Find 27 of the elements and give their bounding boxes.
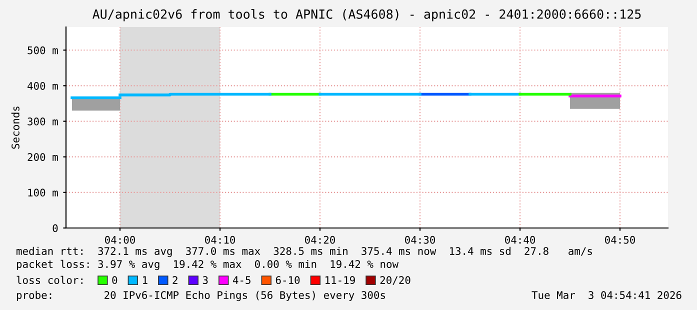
legend-label: 11-19	[326, 276, 355, 284]
legend-title: loss color:	[16, 276, 82, 284]
text: Tue Mar 3 04:54:41 2026	[532, 291, 682, 300]
y-tick-label: 200 m	[28, 153, 58, 161]
text: packet loss: 3.97 % avg 19.42 % max 0.00 % min 19.42 % now	[16, 260, 399, 270]
x-tick-label: 04:00	[105, 236, 136, 244]
legend-label: 20/20	[380, 276, 410, 285]
y-tick-label: 500 m	[28, 46, 58, 54]
x-tick-label: 04:20	[304, 236, 335, 244]
x-tick-label: 04:50	[605, 236, 635, 244]
y-tick-label: 300 m	[28, 118, 58, 126]
legend-label: 0	[112, 276, 118, 284]
x-tick-label: 04:40	[505, 236, 536, 244]
x-tick-label: 04:30	[405, 236, 436, 244]
text: probe: 20 IPv6-ICMP Echo Pings (56 Bytes) every 300s	[16, 290, 385, 302]
legend-label: 3	[202, 276, 208, 284]
legend-label: 4-5	[232, 276, 250, 284]
text: median rtt: 372.1 ms avg 377.0 ms max 328.5 ms min 375.4 ms now 13.4 ms sd 27.8 am/s	[16, 246, 592, 258]
legend-label: 1	[143, 276, 148, 284]
legend-label: 2	[172, 276, 178, 284]
y-tick-label: 400 m	[28, 82, 58, 90]
chart-title: AU/apnic02v6 from tools to APNIC (AS4608) - apnic02 - 2401:2000:6660::125	[92, 9, 641, 22]
legend-label: 6-10	[276, 276, 300, 284]
y-tick-label: 0	[52, 224, 58, 232]
x-tick-label: 04:10	[205, 236, 236, 244]
y-axis-title: Seconds	[11, 106, 20, 149]
y-tick-label: 100 m	[28, 188, 58, 197]
